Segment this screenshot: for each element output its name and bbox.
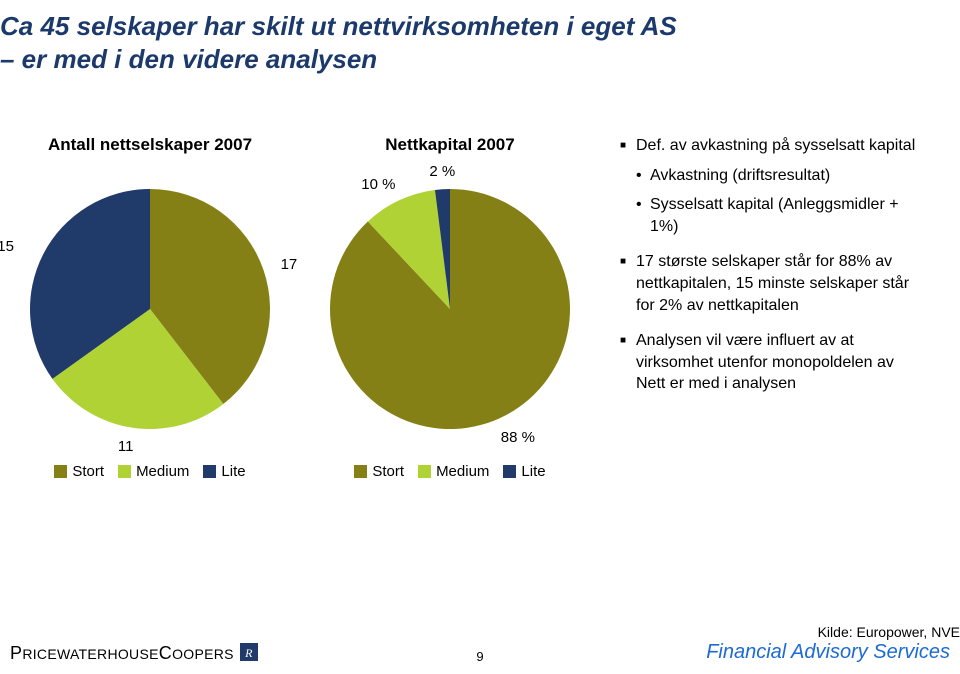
source-text: Kilde: Europower, NVE [818, 624, 960, 640]
chart1-legend: Stort Medium Lite [54, 463, 245, 480]
legend-label: Stort [372, 463, 404, 480]
bullet-panel: Def. av avkastning på sysselsatt kapital… [600, 135, 920, 480]
chart2-title: Nettkapital 2007 [385, 135, 514, 155]
chart1-title: Antall nettselskaper 2007 [48, 135, 252, 155]
subbullet-2: Sysselsatt kapital (Anleggsmidler + 1%) [636, 194, 920, 237]
pie-svg [10, 169, 290, 449]
legend-swatch [354, 465, 367, 478]
legend-swatch [54, 465, 67, 478]
legend-swatch [118, 465, 131, 478]
bullet-1: Def. av avkastning på sysselsatt kapital… [620, 135, 920, 237]
pie-label-lite: 2 % [429, 163, 455, 180]
chart2-pie: 88 %10 %2 % [310, 169, 590, 449]
subbullet-1: Avkastning (driftsresultat) [636, 165, 920, 187]
chart1-pie: 171115 [10, 169, 290, 449]
legend-swatch [203, 465, 216, 478]
content-row: Antall nettselskaper 2007 171115 StortMe… [0, 75, 960, 480]
brand-mark-icon: R [239, 642, 259, 662]
pie-label-medium: 10 % [361, 176, 395, 193]
chart1-column: Antall nettselskaper 2007 171115 StortMe… [0, 135, 300, 480]
bullet-2: 17 største selskaper står for 88% av net… [620, 251, 920, 316]
legend-swatch [503, 465, 516, 478]
title-line-2: – er med i den videre analysen [0, 44, 377, 74]
legend-label: Lite [521, 463, 545, 480]
footer: PRICEWATERHOUSECOOPERS R 9 Financial Adv… [10, 642, 950, 664]
legend-swatch [418, 465, 431, 478]
pie-label-lite: 15 [0, 238, 14, 255]
page-number: 9 [476, 649, 483, 664]
service-line: Financial Advisory Services [706, 641, 950, 664]
legend-item-lite: Lite [203, 463, 245, 480]
bullet-1-text: Def. av avkastning på sysselsatt kapital [636, 137, 915, 154]
legend-item-stort: Stort [354, 463, 404, 480]
title-line-1: Ca 45 selskaper har skilt ut nettvirksom… [0, 11, 677, 41]
legend-item-medium: Medium [118, 463, 189, 480]
pie-svg [310, 169, 590, 449]
slide-title: Ca 45 selskaper har skilt ut nettvirksom… [0, 0, 960, 75]
chart2-column: Nettkapital 2007 88 % 10 % 2 % Stort Medium… [300, 135, 600, 480]
chart2-legend: Stort Medium Lite [354, 463, 545, 480]
legend-label: Medium [136, 463, 189, 480]
legend-item-medium: Medium [418, 463, 489, 480]
legend-label: Medium [436, 463, 489, 480]
pie-label-medium: 11 [118, 438, 134, 455]
brand-logo: PRICEWATERHOUSECOOPERS R [10, 643, 259, 663]
legend-item-lite: Lite [503, 463, 545, 480]
legend-item-stort: Stort [54, 463, 104, 480]
svg-text:R: R [244, 646, 253, 660]
legend-label: Stort [72, 463, 104, 480]
pie-label-stort: 17 [281, 256, 298, 273]
bullet-3: Analysen vil være influert av at virksom… [620, 330, 920, 395]
pie-label-stort: 88 % [501, 429, 535, 446]
legend-label: Lite [221, 463, 245, 480]
